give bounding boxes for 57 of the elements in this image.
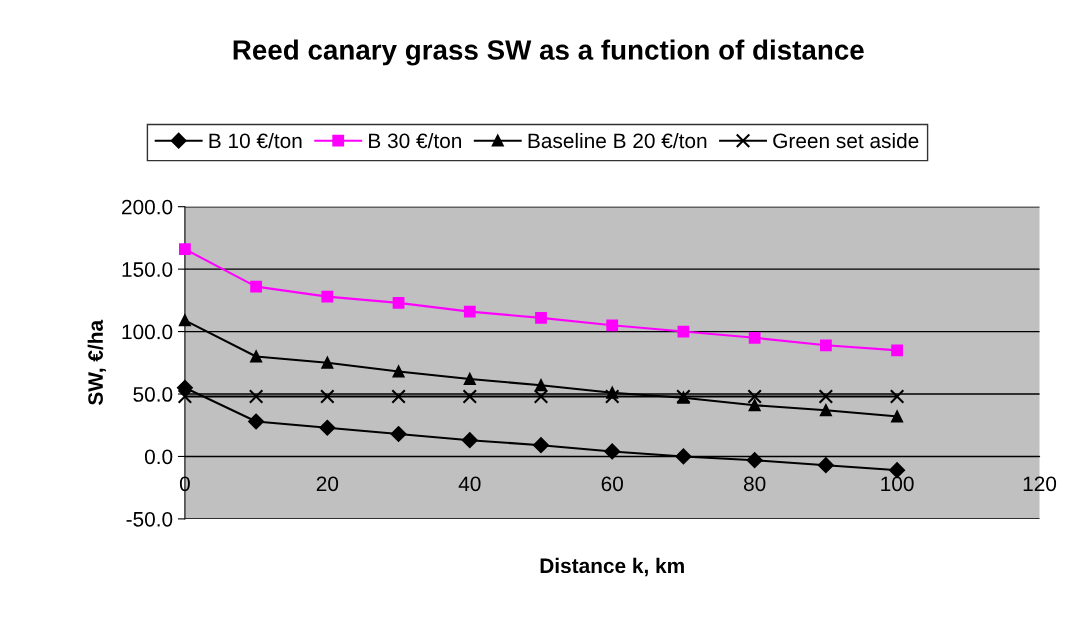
point: [463, 305, 476, 318]
point: [606, 319, 619, 332]
point: [818, 389, 834, 404]
point: [535, 379, 547, 392]
x-tick-label: 20: [316, 476, 339, 492]
legend-label: B 10 €/ton: [209, 132, 302, 149]
x-tick-label: 60: [601, 476, 623, 492]
point: [391, 389, 406, 404]
point: [819, 404, 832, 417]
point: [746, 452, 763, 469]
point: [176, 379, 193, 396]
point: [390, 426, 407, 442]
point: [319, 419, 336, 436]
y-tick-label: 150.0: [122, 262, 173, 277]
point: [819, 339, 832, 352]
point: [177, 389, 193, 404]
chart-title: Reed canary grass SW as a function of distance: [233, 39, 864, 66]
x-tick-label: 40: [458, 476, 481, 492]
point: [179, 243, 191, 256]
point: [889, 389, 905, 404]
point: [817, 457, 834, 474]
point: [747, 389, 762, 404]
point: [748, 399, 761, 412]
point: [392, 296, 405, 309]
legend-label: B 30 €/ton: [369, 132, 462, 149]
x-tick-label: 80: [743, 476, 766, 492]
point: [179, 314, 191, 327]
point: [250, 350, 263, 363]
point: [321, 290, 334, 303]
point: [675, 448, 692, 465]
point: [461, 432, 478, 449]
x-axis-title: Distance k, km: [540, 557, 684, 577]
point: [462, 389, 478, 404]
y-tick-label: 100.0: [122, 324, 173, 340]
point: [748, 331, 761, 344]
y-tick-label: 50.0: [133, 387, 173, 402]
y-axis-title: SW, €/ha: [87, 319, 106, 406]
point: [250, 280, 263, 293]
point: [392, 365, 405, 378]
x-tick-label: 100: [881, 476, 914, 492]
point: [533, 389, 549, 404]
x-tick-label: 120: [1023, 476, 1057, 492]
point: [535, 311, 547, 324]
point: [248, 389, 264, 404]
point: [891, 410, 903, 423]
point: [604, 443, 621, 460]
y-tick-label: -50.0: [126, 511, 173, 527]
point: [320, 389, 335, 404]
y-tick-label: 0.0: [144, 449, 173, 465]
point: [248, 413, 265, 430]
y-tick-label: 200.0: [122, 199, 173, 215]
point: [533, 437, 549, 454]
legend-label: Green set aside: [773, 132, 919, 149]
point: [891, 344, 903, 357]
point: [677, 325, 690, 338]
legend-label: Baseline B 20 €/ton: [528, 132, 707, 149]
point: [321, 356, 334, 369]
